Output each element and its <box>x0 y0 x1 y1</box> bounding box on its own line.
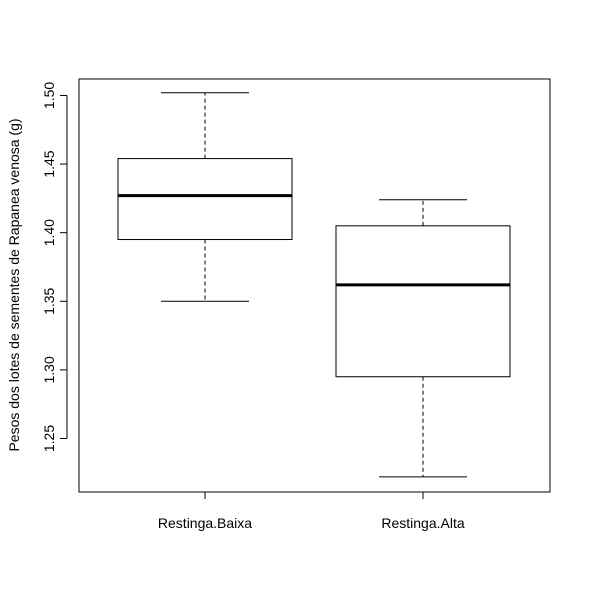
y-axis-label: Pesos dos lotes de sementes de Rapanea v… <box>6 118 22 451</box>
box-2 <box>335 199 511 478</box>
iqr-box <box>335 225 511 378</box>
y-tick-label: 1.35 <box>41 287 57 314</box>
y-tick-label: 1.40 <box>41 219 57 246</box>
boxes-group <box>117 92 511 478</box>
y-tick-label: 1.45 <box>41 150 57 177</box>
plot-frame <box>78 78 551 493</box>
y-tick-label: 1.25 <box>41 425 57 452</box>
y-axis: 1.25 1.30 1.35 1.40 1.45 1.50 <box>41 82 68 452</box>
box-1 <box>117 92 293 302</box>
x-tick-label: Restinga.Alta <box>381 515 464 531</box>
x-tick-label: Restinga.Baixa <box>158 515 252 531</box>
x-axis: Restinga.Baixa Restinga.Alta <box>158 492 465 531</box>
y-tick-label: 1.30 <box>41 356 57 383</box>
iqr-box <box>117 158 293 241</box>
y-tick-label: 1.50 <box>41 82 57 109</box>
